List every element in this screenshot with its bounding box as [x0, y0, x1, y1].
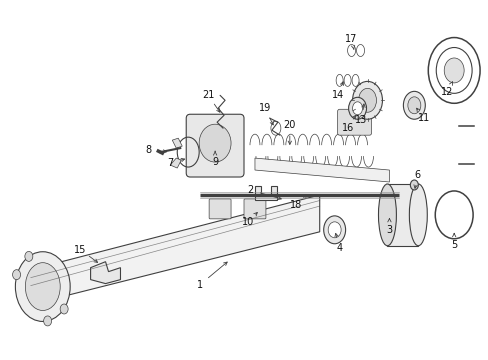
- FancyBboxPatch shape: [337, 109, 371, 135]
- FancyBboxPatch shape: [244, 199, 265, 219]
- Polygon shape: [394, 192, 413, 198]
- Ellipse shape: [358, 88, 376, 112]
- Text: 18: 18: [289, 200, 301, 210]
- Text: 15: 15: [74, 245, 87, 255]
- Text: 21: 21: [202, 90, 214, 100]
- Polygon shape: [386, 184, 417, 246]
- Text: 17: 17: [345, 33, 357, 44]
- Text: 10: 10: [242, 217, 254, 227]
- Ellipse shape: [352, 102, 362, 115]
- Text: 9: 9: [212, 157, 218, 167]
- Ellipse shape: [403, 91, 425, 119]
- Polygon shape: [170, 158, 181, 168]
- Ellipse shape: [199, 124, 230, 162]
- Polygon shape: [254, 158, 388, 182]
- Text: 20: 20: [283, 120, 295, 130]
- Text: 5: 5: [450, 240, 456, 250]
- Text: 2: 2: [246, 185, 253, 195]
- Text: 1: 1: [197, 280, 203, 289]
- Text: 11: 11: [417, 113, 429, 123]
- Text: 3: 3: [386, 225, 392, 235]
- Ellipse shape: [13, 270, 20, 280]
- Text: 4: 4: [336, 243, 342, 253]
- Ellipse shape: [15, 252, 70, 321]
- Ellipse shape: [43, 316, 52, 326]
- Ellipse shape: [378, 184, 396, 246]
- FancyBboxPatch shape: [209, 199, 230, 219]
- Ellipse shape: [443, 58, 463, 83]
- Text: 6: 6: [413, 170, 420, 180]
- Polygon shape: [90, 262, 120, 284]
- FancyBboxPatch shape: [186, 114, 244, 177]
- Text: 19: 19: [258, 103, 270, 113]
- Ellipse shape: [25, 263, 60, 310]
- Ellipse shape: [25, 251, 33, 261]
- Text: 14: 14: [331, 90, 343, 100]
- Ellipse shape: [327, 222, 341, 238]
- Ellipse shape: [409, 180, 417, 190]
- Polygon shape: [172, 138, 182, 148]
- Text: 13: 13: [355, 115, 367, 125]
- Ellipse shape: [408, 184, 427, 246]
- Ellipse shape: [60, 304, 68, 314]
- Ellipse shape: [352, 81, 382, 119]
- Text: 8: 8: [145, 145, 151, 155]
- Ellipse shape: [407, 97, 420, 114]
- Polygon shape: [254, 186, 276, 200]
- Ellipse shape: [323, 216, 345, 244]
- Text: 12: 12: [440, 87, 452, 97]
- Polygon shape: [458, 117, 483, 173]
- Text: 7: 7: [167, 158, 173, 168]
- Text: 16: 16: [341, 123, 353, 133]
- Ellipse shape: [348, 97, 366, 119]
- Polygon shape: [31, 195, 319, 305]
